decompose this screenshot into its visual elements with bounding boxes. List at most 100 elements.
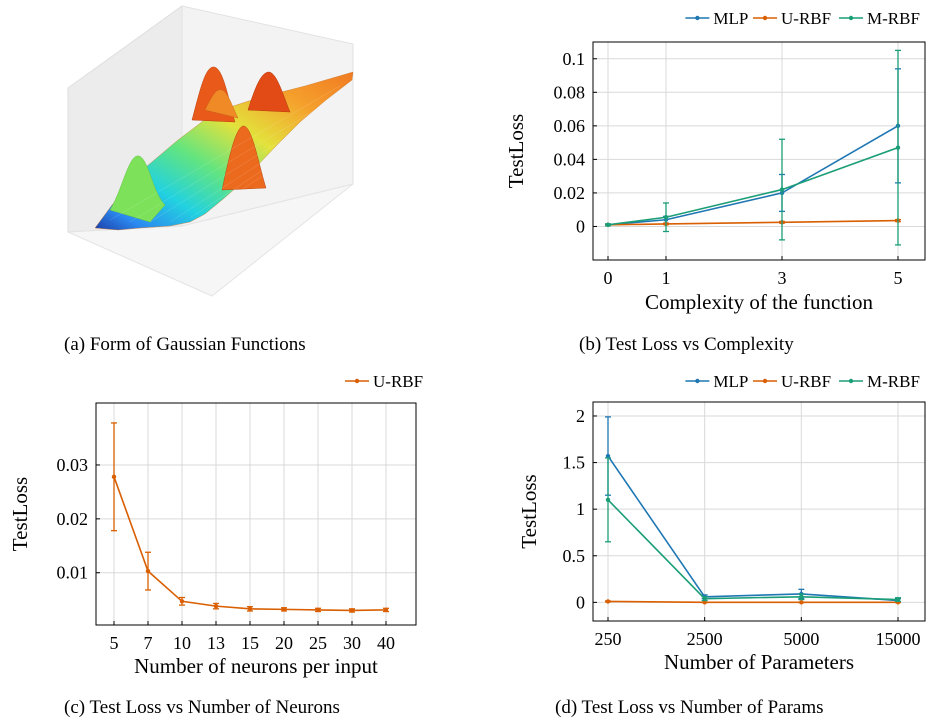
surface-left-bump <box>109 155 166 223</box>
caption-b: (b) Test Loss vs Complexity <box>579 334 794 355</box>
y-tick-label: 0.01 <box>57 563 89 583</box>
y-tick-label: 1.5 <box>563 453 586 473</box>
chart-b: 0 1 3 5 0 0.02 0.04 0.06 0.08 0.1 Complexity of th… <box>504 9 926 314</box>
plot-frame <box>592 401 926 622</box>
y-tick-label: 0.06 <box>554 116 586 136</box>
x-axis-label: Number of Parameters <box>664 650 854 674</box>
legend-marker <box>762 378 768 384</box>
data-point <box>605 222 611 227</box>
x-tick-label: 15000 <box>876 629 921 649</box>
data-point <box>247 606 253 612</box>
x-tick-label: 250 <box>595 629 622 649</box>
box-floor <box>67 183 354 297</box>
surface-peak-4 <box>204 89 239 119</box>
data-point <box>799 600 804 605</box>
legend-marker <box>695 378 700 384</box>
y-axis-label: TestLoss <box>504 114 528 188</box>
series-line <box>607 219 899 226</box>
y-tick-label: 0.02 <box>554 183 586 203</box>
data-point <box>179 599 185 604</box>
y-axis-label: TestLoss <box>8 477 32 551</box>
x-axis-label: Number of neurons per input <box>134 654 378 678</box>
series-m-rbf <box>605 49 901 246</box>
x-tick-label: 5 <box>110 633 119 653</box>
legend-label: U-RBF <box>781 372 831 391</box>
gaussian-surface-panel <box>67 5 354 297</box>
x-tick-label: 7 <box>144 633 153 653</box>
legend-marker <box>848 15 854 21</box>
series-line <box>607 600 898 604</box>
plot-frame <box>95 402 417 626</box>
legend: U-RBF <box>345 372 423 391</box>
x-tick-label: 20 <box>275 633 293 653</box>
legend-label: MLP <box>713 372 748 391</box>
data-point <box>605 497 611 503</box>
y-tick-label: 0 <box>576 592 585 612</box>
data-point <box>213 603 219 609</box>
legend-label: MLP <box>713 9 748 28</box>
x-tick-label: 15 <box>241 633 259 653</box>
series-line <box>607 455 899 602</box>
y-tick-label: 0.5 <box>563 546 586 566</box>
data-point <box>349 608 355 613</box>
legend: MLP U-RBF M-RBF <box>685 9 920 28</box>
series-line <box>607 499 899 601</box>
data-point <box>145 568 151 574</box>
x-tick-label: 30 <box>343 633 361 653</box>
x-axis-label: Complexity of the function <box>645 290 874 314</box>
x-tick-label: 13 <box>207 633 225 653</box>
x-tick-label: 3 <box>778 268 787 288</box>
x-tick-label: 5 <box>894 268 903 288</box>
y-tick-label: 0.04 <box>554 149 586 169</box>
data-point <box>895 597 901 602</box>
legend-marker <box>695 15 700 21</box>
data-point <box>383 607 389 613</box>
caption-c: (c) Test Loss vs Number of Neurons <box>64 697 340 718</box>
legend-label: U-RBF <box>373 372 423 391</box>
x-tick-label: 10 <box>173 633 191 653</box>
chart-c: 5 7 10 13 15 20 25 30 40 0.01 0.02 0.03 Number of ne… <box>8 372 423 678</box>
y-tick-label: 0.03 <box>57 455 89 475</box>
y-tick-label: 1 <box>576 499 585 519</box>
series-u-rbf <box>111 422 389 613</box>
x-tick-label: 2500 <box>687 629 723 649</box>
data-point <box>605 599 611 604</box>
surface-peak-3 <box>221 125 267 191</box>
data-point <box>895 145 901 150</box>
data-point <box>605 453 611 459</box>
data-point <box>663 215 669 220</box>
data-point <box>799 594 804 599</box>
data-point <box>315 607 321 613</box>
caption-a: (a) Form of Gaussian Functions <box>64 334 306 355</box>
legend-marker <box>354 378 360 384</box>
data-point <box>702 596 707 601</box>
y-axis-label: TestLoss <box>517 474 541 548</box>
legend-marker <box>848 378 854 384</box>
plot-frame <box>592 41 926 261</box>
chart-d: 250 2500 5000 15000 0 0.5 1 1.5 2 Number of Param… <box>517 372 926 674</box>
legend: MLP U-RBF M-RBF <box>685 372 920 391</box>
x-tick-label: 40 <box>377 633 395 653</box>
legend-label: M-RBF <box>867 9 920 28</box>
data-point <box>281 607 287 612</box>
x-tick-label: 25 <box>309 633 327 653</box>
legend-label: U-RBF <box>781 9 831 28</box>
series-mlp <box>605 416 901 604</box>
surface-peak-2 <box>247 71 291 113</box>
surface-mesh-lines <box>109 85 346 223</box>
data-point <box>702 600 707 605</box>
data-point <box>779 187 785 192</box>
series-line <box>607 125 899 226</box>
legend-label: M-RBF <box>867 372 920 391</box>
legend-marker <box>762 15 768 21</box>
y-tick-label: 0.1 <box>563 49 586 69</box>
series-m-rbf <box>605 457 901 603</box>
y-tick-label: 2 <box>576 406 585 426</box>
series-u-rbf <box>605 599 901 605</box>
series-line <box>607 146 899 226</box>
y-tick-label: 0 <box>576 216 585 236</box>
x-tick-label: 5000 <box>783 629 819 649</box>
caption-d: (d) Test Loss vs Number of Params <box>555 697 824 718</box>
y-tick-label: 0.08 <box>554 82 586 102</box>
